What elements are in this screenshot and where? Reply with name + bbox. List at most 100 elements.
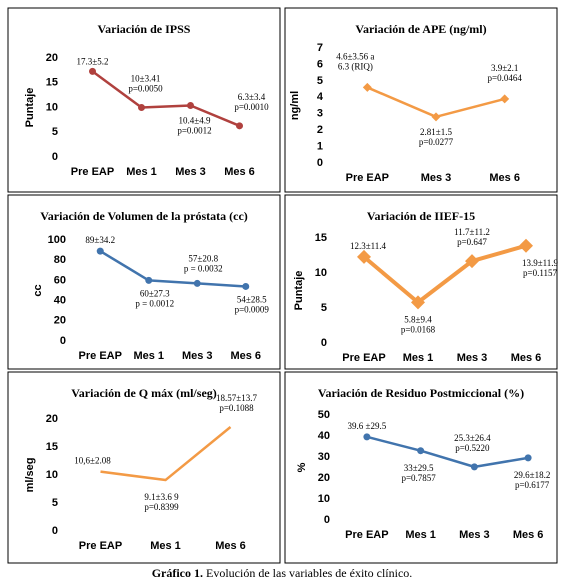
x-tick-label: Mes 1	[133, 350, 164, 362]
y-tick-label: 5	[321, 302, 327, 314]
line	[100, 426, 232, 482]
y-axis-label: Puntaje	[293, 271, 305, 311]
x-tick-label: Mes 6	[513, 529, 544, 541]
value-label: 11.7±11.2	[454, 227, 490, 237]
chart-title: Variación de IPSS	[98, 22, 191, 36]
value-label: 18.57±13.7	[216, 393, 257, 403]
marker	[411, 295, 425, 310]
x-tick-label: Pre EAP	[71, 166, 114, 178]
y-axis-label: ng/ml	[289, 91, 301, 120]
y-tick-label: 2	[317, 124, 323, 136]
chart-title: Variación de IIEF-15	[367, 209, 475, 223]
x-tick-label: Mes 6	[224, 166, 255, 178]
y-tick-label: 0	[60, 335, 66, 347]
y-tick-label: 6	[317, 58, 323, 70]
y-tick-label: 10	[315, 267, 327, 279]
marker	[524, 454, 532, 462]
y-tick-label: 5	[52, 126, 58, 138]
chart-title: Variación de Residuo Postmiccional (%)	[318, 386, 524, 400]
value-label: p=0.8399	[144, 502, 179, 512]
chart-title: Variación de Q máx (ml/seg)	[71, 386, 217, 400]
y-tick-label: 20	[46, 52, 58, 64]
y-tick-label: 5	[317, 75, 323, 87]
value-label: p=0.0464	[488, 73, 523, 83]
x-tick-label: Pre EAP	[342, 352, 385, 364]
panel-border	[284, 7, 558, 193]
panel-border	[7, 7, 281, 193]
x-tick-label: Pre EAP	[346, 172, 389, 184]
value-label: p=0.7857	[401, 473, 436, 483]
value-label: 2.81±1.5	[420, 127, 452, 137]
y-tick-label: 15	[46, 441, 58, 453]
marker	[187, 102, 194, 110]
value-label: 10,6±2.08	[74, 456, 111, 466]
line	[362, 243, 527, 305]
value-label: 3.9±2.1	[491, 63, 518, 73]
caption-label: Gráfico 1.	[152, 566, 203, 580]
value-label: 6.3±3.4	[238, 92, 266, 102]
y-axis-label: %	[296, 462, 308, 472]
x-tick-label: Mes 6	[511, 352, 542, 364]
value-label: 39.6 ±29.5	[348, 421, 387, 431]
x-tick-label: Mes 6	[215, 540, 246, 552]
marker	[465, 254, 479, 269]
marker	[89, 67, 96, 75]
y-tick-label: 0	[317, 157, 323, 169]
x-tick-label: Mes 6	[489, 172, 520, 184]
y-tick-label: 0	[52, 151, 58, 163]
marker	[431, 112, 441, 122]
y-tick-label: 7	[317, 42, 323, 54]
x-tick-label: Mes 3	[457, 352, 488, 364]
y-tick-label: 80	[54, 254, 66, 266]
y-tick-label: 20	[318, 472, 330, 484]
caption-text: Evolución de las variables de éxito clín…	[206, 566, 412, 580]
marker	[357, 249, 371, 264]
value-label: p=0.0012	[177, 126, 211, 136]
y-tick-label: 5	[52, 497, 58, 509]
value-label: p = 0.0032	[184, 263, 223, 273]
marker	[96, 247, 104, 255]
y-tick-label: 0	[321, 337, 327, 349]
y-tick-label: 15	[46, 77, 58, 89]
y-tick-label: 60	[54, 274, 66, 286]
y-tick-label: 0	[324, 514, 330, 526]
y-tick-label: 15	[315, 232, 327, 244]
y-tick-label: 10	[46, 469, 58, 481]
value-label: 60±27.3	[140, 288, 170, 298]
value-label: p=0.0010	[234, 102, 269, 112]
y-tick-label: 30	[318, 451, 330, 463]
value-label: p=0.0050	[128, 84, 163, 94]
caption: Gráfico 1. Evolución de las variables de…	[152, 566, 413, 580]
value-label: p=0.6177	[515, 480, 550, 490]
marker	[519, 238, 533, 253]
value-label: 89±34.2	[85, 235, 115, 245]
y-axis-label: cc	[32, 284, 44, 296]
panel-border	[7, 194, 281, 370]
line	[99, 250, 246, 288]
y-tick-label: 10	[46, 101, 58, 113]
chart-title: Variación de APE (ng/ml)	[355, 22, 486, 36]
x-tick-label: Mes 6	[230, 350, 261, 362]
marker	[470, 463, 478, 471]
x-tick-label: Mes 1	[150, 540, 181, 552]
marker	[145, 276, 153, 284]
marker	[236, 122, 243, 130]
value-label: 5.8±9.4	[404, 314, 432, 324]
y-tick-label: 50	[318, 409, 330, 421]
y-tick-label: 3	[317, 108, 323, 120]
marker	[242, 282, 250, 290]
x-tick-label: Mes 3	[421, 172, 452, 184]
value-label: 17.3±5.2	[77, 56, 109, 66]
marker	[193, 279, 201, 287]
y-tick-label: 100	[48, 234, 66, 246]
line	[91, 70, 240, 127]
value-label: 57±20.8	[188, 253, 218, 263]
panel-border	[284, 194, 558, 370]
value-label: 4.6±3.56 a	[336, 51, 374, 61]
value-label: 10.4±4.9	[179, 116, 211, 126]
value-label: p=0.647	[457, 237, 487, 247]
x-tick-label: Mes 1	[126, 166, 157, 178]
x-tick-label: Mes 3	[459, 529, 490, 541]
marker	[500, 94, 510, 104]
